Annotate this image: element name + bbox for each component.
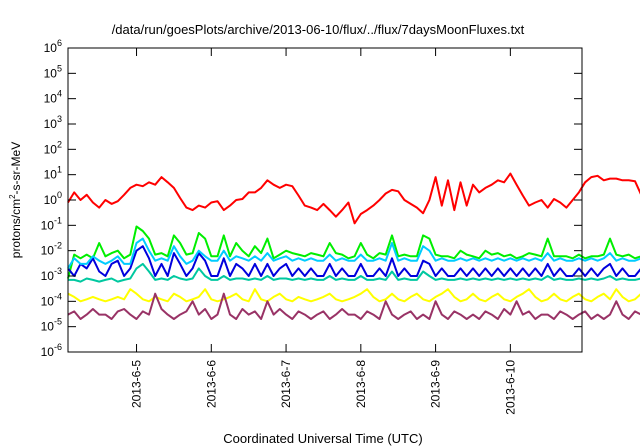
y-axis-label-rest: -s-sr-MeV <box>9 142 23 195</box>
y-tick-label: 100 <box>44 190 62 207</box>
x-axis-label: Coordinated Universal Time (UTC) <box>223 431 422 446</box>
y-tick-label: 10-6 <box>41 342 62 359</box>
series-line-1 <box>67 172 640 225</box>
x-tick-label: 2013-6-6 <box>204 360 218 408</box>
y-axis-label: protons/cm2-s-sr-MeV <box>8 142 23 258</box>
y-axis-label-base: protons/cm <box>9 199 23 258</box>
y-tick-label: 103 <box>44 114 62 131</box>
y-axis-ticks: 10-6 10-5 10-4 10-3 10-2 10-1 100 101 102 103 104 1… <box>41 38 582 359</box>
chart-title: /data/run/goesPlots/archive/2013-06-10/f… <box>112 22 525 37</box>
x-tick-label: 2013-6-5 <box>130 360 144 408</box>
x-tick-label: 2013-6-9 <box>429 360 443 408</box>
y-tick-label: 10-5 <box>41 317 62 334</box>
series-line-4 <box>67 237 640 269</box>
series-line-7 <box>67 292 640 320</box>
y-tick-label: 10-4 <box>41 291 62 308</box>
y-tick-label: 10-2 <box>41 241 62 258</box>
x-tick-label: 2013-6-8 <box>354 360 368 408</box>
series-line-2 <box>67 225 640 279</box>
series-line-3 <box>67 245 640 277</box>
y-tick-label: 10-3 <box>41 266 62 283</box>
y-axis-label-sup: 2 <box>8 194 17 199</box>
y-tick-label: 104 <box>44 89 62 106</box>
plot-frame <box>67 47 583 353</box>
y-tick-label: 10-1 <box>41 215 62 232</box>
y-tick-label: 105 <box>44 63 62 80</box>
series-line-6 <box>67 288 640 303</box>
series-layer <box>67 172 640 320</box>
y-tick-label: 106 <box>44 38 62 55</box>
x-tick-label: 2013-6-10 <box>503 360 517 415</box>
y-tick-label: 101 <box>44 165 62 182</box>
x-axis-ticks: 2013-6-5 2013-6-6 2013-6-7 2013-6-8 2013-6-9… <box>130 48 517 415</box>
x-tick-label: 2013-6-7 <box>279 360 293 408</box>
y-tick-label: 102 <box>44 139 62 156</box>
series-line-5 <box>68 262 640 283</box>
